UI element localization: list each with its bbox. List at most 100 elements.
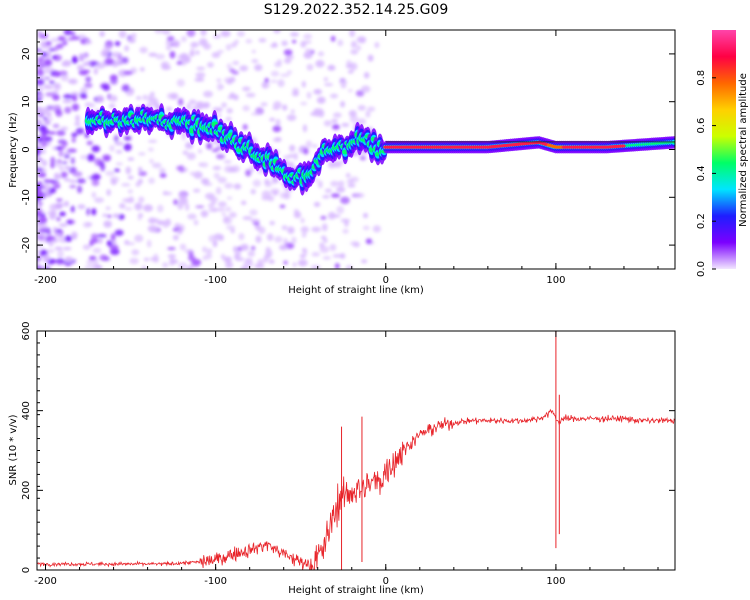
spectrogram-noise-cell <box>181 132 187 141</box>
spectrogram-x-axis-label: Height of straight line (km) <box>288 285 424 296</box>
spectrogram-noise-cell <box>59 165 64 172</box>
spectrogram-noise-cell <box>257 259 265 265</box>
spectrogram-noise-cell <box>50 156 56 165</box>
spectrogram-noise-cell <box>357 105 366 111</box>
spectrogram-noise-cell <box>268 259 275 264</box>
spectrogram-noise-cell <box>242 105 250 112</box>
spectrogram-noise-cell <box>357 118 367 125</box>
spectrogram-noise-cell <box>109 244 119 250</box>
spectrogram-noise-cell <box>41 141 48 148</box>
spectrogram-noise-cell <box>229 211 237 218</box>
spectrogram-noise-cell <box>319 242 325 249</box>
spectrogram-noise-cell <box>114 41 121 47</box>
spectrogram-noise-cell <box>86 155 95 162</box>
spectrogram-noise-cell <box>195 205 205 209</box>
spectrogram-noise-cell <box>341 122 350 127</box>
spectrogram-noise-cell <box>320 235 327 240</box>
spectrogram-noise-cell <box>105 170 115 176</box>
spectrogram-noise-cell <box>54 71 61 78</box>
spectrogram-noise-cell <box>166 35 175 42</box>
spectrogram-noise-cell <box>52 94 60 101</box>
spectrogram-noise-cell <box>62 246 72 251</box>
spectrogram-noise-cell <box>350 40 358 49</box>
spectrogram-noise-cell <box>43 83 49 90</box>
spectrogram-noise-cell <box>110 233 116 241</box>
spectrogram-noise-cell <box>245 38 253 44</box>
spectrogram-noise-cell <box>200 162 209 168</box>
figure-title: S129.2022.352.14.25.G09 <box>264 2 449 18</box>
spectrogram-noise-cell <box>223 160 232 164</box>
spectrogram-noise-cell <box>225 206 232 212</box>
spectrogram-noise-cell <box>240 243 249 249</box>
spectrogram-noise-cell <box>52 123 60 129</box>
spectrogram-noise-cell <box>213 172 220 179</box>
spectrogram-noise-cell <box>37 141 42 149</box>
spectrogram-noise-cell <box>57 159 62 164</box>
spectrogram-noise-cell <box>112 51 120 58</box>
spectrogram-noise-cell <box>234 39 239 45</box>
spectrogram-noise-cell <box>57 250 64 258</box>
spectrogram-noise-cell <box>86 207 91 216</box>
spectrogram-noise-cell <box>77 204 86 210</box>
spectrogram-noise-cell <box>374 41 380 49</box>
spectrogram-noise-cell <box>165 40 170 46</box>
spectrogram-noise-cell <box>118 30 127 38</box>
spectrogram-noise-cell <box>68 78 78 85</box>
spectrogram-noise-cell <box>37 57 45 64</box>
spectrogram-noise-cell <box>92 247 102 254</box>
spectrogram-noise-cell <box>177 53 187 62</box>
spectrogram-noise-cell <box>269 117 276 122</box>
spectrogram-noise-cell <box>115 162 123 166</box>
spectrogram-noise-cell <box>148 139 158 143</box>
spectrogram-noise-cell <box>109 248 120 256</box>
spectrogram-noise-cell <box>102 155 111 162</box>
spectrogram-noise-cell <box>121 84 131 92</box>
spectrogram-noise-cell <box>63 178 71 182</box>
spectrogram-noise-cell <box>300 101 308 106</box>
spectrogram-noise-cell <box>314 178 319 182</box>
spectrogram-noise-cell <box>127 157 135 161</box>
spectrogram-noise-cell <box>55 258 65 265</box>
spectrogram-noise-cell <box>190 41 199 48</box>
spectrogram-noise-cell <box>151 162 162 169</box>
spectrogram-noise-cell <box>223 256 232 263</box>
spectrogram-noise-cell <box>301 248 307 253</box>
spectrogram-noise-cell <box>134 202 143 211</box>
spectrogram-noise-cell <box>324 188 332 193</box>
spectrogram-noise-cell <box>323 120 332 127</box>
spectrogram-noise-cell <box>181 35 187 43</box>
spectrogram-noise-cell <box>290 109 295 114</box>
spectrogram-noise-cell <box>293 208 299 213</box>
spectrogram-noise-cell <box>198 103 209 109</box>
spectrogram-noise-cell <box>94 174 102 180</box>
spectrogram-noise-cell <box>178 196 188 205</box>
spectrogram-noise-cell <box>217 50 224 54</box>
spectrogram-noise-cell <box>137 178 143 185</box>
spectrogram-noise-cell <box>127 189 134 194</box>
spectrogram-noise-cell <box>153 253 159 260</box>
spectrogram-noise-cell <box>208 234 216 243</box>
spectrogram-noise-cell <box>44 45 53 51</box>
spectrogram-noise-cell <box>134 234 144 243</box>
spectrogram-noise-cell <box>37 48 43 53</box>
spectrogram-noise-cell <box>85 76 92 83</box>
spectrogram-noise-cell <box>37 265 42 269</box>
spectrogram-noise-cell <box>37 118 42 126</box>
snr-ticks: -200 -100 0 100 0 200 400 600 <box>21 321 675 587</box>
spectrogram-noise-cell <box>143 204 153 212</box>
spectrogram-noise-layer <box>37 30 381 269</box>
spectrogram-noise-cell <box>312 144 318 148</box>
spectrogram-noise-cell <box>200 178 210 185</box>
colorbar: 0.0 0.2 0.4 0.6 0.8 Normalized spectral ampl… <box>696 30 749 277</box>
spectrogram-noise-cell <box>356 45 362 51</box>
snr-line <box>37 408 675 570</box>
spectrogram-noise-cell <box>45 235 56 241</box>
spectrogram-y-tick-label: 20 <box>21 48 32 61</box>
spectrogram-noise-cell <box>71 94 78 102</box>
spectrogram-noise-cell <box>281 225 288 231</box>
spectrogram-noise-cell <box>167 253 176 259</box>
spectrogram-noise-cell <box>223 216 230 223</box>
spectrogram-noise-cell <box>173 199 179 206</box>
spectrogram-noise-cell <box>337 39 344 47</box>
spectrogram-noise-cell <box>249 164 255 173</box>
